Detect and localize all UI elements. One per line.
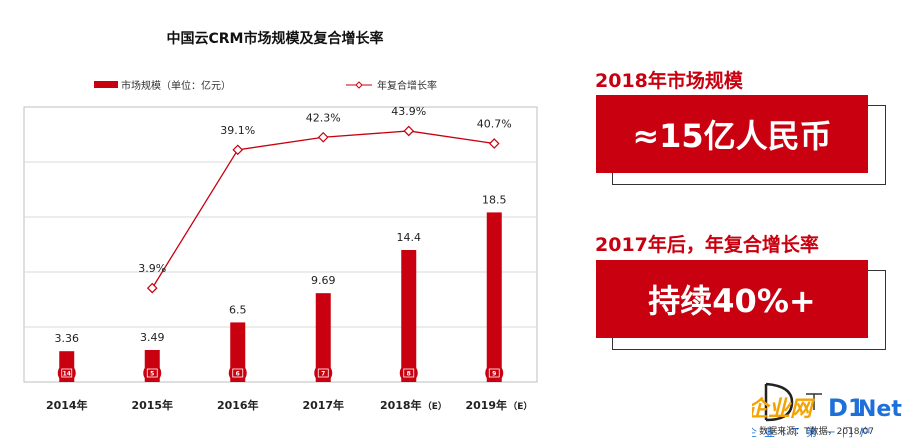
- year-tag-frame: [488, 368, 500, 378]
- chart-title: 中国云CRM市场规模及复合增长率: [166, 31, 384, 47]
- x-tick-label: 2019年: [465, 398, 507, 412]
- x-tick-label: 2015年: [131, 398, 173, 412]
- year-tag-text: 5: [150, 371, 154, 378]
- growth-value-label: 43.9%: [391, 105, 426, 118]
- year-tag-circle: [228, 364, 247, 382]
- bar-value-label: 9.69: [311, 274, 336, 287]
- x-tick-label: 2017年: [302, 398, 344, 412]
- bar-value-label: 14.4: [397, 231, 422, 244]
- grid-layer: [23, 106, 538, 383]
- svg-text:企业网: 企业网: [752, 396, 815, 422]
- x-axis: 2014年 2015年 2016年 2017年 2018年 （E） 2019年 （E）: [46, 398, 532, 412]
- bar: [486, 212, 502, 382]
- plot-frame: [23, 106, 538, 383]
- svg-text:D1: D1: [828, 394, 865, 422]
- year-tag-frame: [403, 368, 415, 378]
- growth-point: [317, 131, 329, 143]
- legend: 市场规模（单位：亿元） 年复合增长率: [94, 79, 437, 92]
- year-tag-text: 6: [236, 371, 240, 378]
- year-tag-text: 9: [492, 371, 496, 378]
- legend-marker: [355, 81, 363, 89]
- growth-value-label: 42.3%: [306, 111, 341, 124]
- year-tag-frame: [61, 368, 73, 378]
- growth-value-label: 39.1%: [220, 124, 255, 137]
- growth-line: [151, 130, 495, 289]
- growth-rate-box: 持续40%+: [596, 260, 868, 338]
- bar-value-label: 6.5: [229, 303, 247, 316]
- bar-value-label: 3.49: [140, 331, 165, 344]
- x-tick-label: 2018年: [380, 398, 422, 412]
- source-note: 数据来源：T数据，2018/07: [759, 427, 874, 437]
- x-tick-suffix: （E）: [423, 401, 447, 412]
- growth-value-label: 3.9%: [138, 262, 166, 275]
- year-tag-circle: [143, 364, 162, 382]
- bar-series: 3.36 14 3.49 5 6.5 6 9.69 7 14.4 8 18.5 9: [55, 193, 507, 382]
- year-tag-frame: [232, 368, 244, 378]
- growth-point: [232, 144, 244, 156]
- year-tag-circle: [314, 364, 333, 382]
- x-tick-suffix: （E）: [508, 401, 532, 412]
- year-tag-text: 7: [321, 371, 325, 378]
- year-tag-frame: [317, 368, 329, 378]
- year-tag-circle: [399, 364, 418, 382]
- x-tick-label: 2014年: [46, 398, 88, 412]
- panel-heading-market-size: 2018年市场规模: [595, 70, 743, 92]
- growth-point: [403, 125, 415, 137]
- growth-value-label: 40.7%: [477, 118, 512, 131]
- market-size-box: ≈15亿人民币: [596, 95, 868, 173]
- svg-text:企业IT第一门户: 企业IT第一门户: [752, 425, 878, 439]
- x-tick-label: 2016年: [217, 398, 259, 412]
- brand-logo: 企业网 D1 Net 企业IT第一门户: [752, 382, 902, 439]
- bar-value-label: 3.36: [55, 332, 80, 345]
- year-tag-circle: [485, 364, 504, 382]
- year-tag-text: 14: [63, 371, 71, 378]
- line-series: 3.9% 39.1% 42.3% 43.9% 40.7%: [138, 105, 512, 294]
- growth-point: [146, 282, 158, 294]
- bar: [401, 250, 417, 382]
- svg-text:Net: Net: [858, 397, 902, 422]
- legend-swatch-bar: [94, 81, 118, 88]
- year-tag-frame: [146, 368, 158, 378]
- panel-heading-growth: 2017年后，年复合增长率: [595, 234, 819, 256]
- legend-label-bar: 市场规模（单位：亿元）: [121, 79, 231, 92]
- bar-value-label: 18.5: [482, 193, 507, 206]
- legend-label-line: 年复合增长率: [377, 79, 437, 92]
- bar: [315, 293, 331, 382]
- year-tag-text: 8: [407, 371, 411, 378]
- year-tag-circle: [57, 364, 76, 382]
- growth-point: [488, 138, 500, 149]
